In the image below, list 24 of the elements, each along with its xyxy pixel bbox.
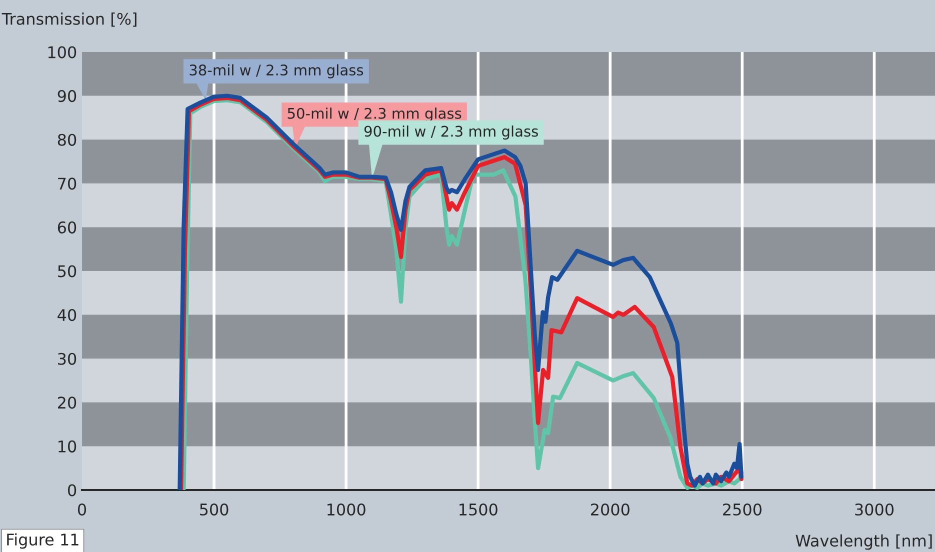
- y-axis-title: Transmission [%]: [2, 12, 136, 27]
- x-tick-label: 1000: [328, 503, 366, 516]
- y-tick-label: 100: [48, 46, 76, 58]
- y-tick-label: 40: [58, 309, 76, 322]
- y-tick-label: 10: [58, 440, 76, 452]
- y-tick-label: 0: [68, 484, 76, 496]
- series-label: 50-mil w / 2.3 mm glass: [288, 108, 462, 122]
- text: 90-mil w / 2.3 mm glass: [364, 125, 538, 140]
- y-tick-label: 60: [58, 221, 76, 234]
- y-tick-label: 20: [58, 396, 76, 409]
- y-tick-label: 70: [58, 178, 76, 190]
- x-tick-label: 2000: [591, 503, 630, 516]
- x-tick-label: 1500: [460, 503, 498, 516]
- x-tick-label: 3000: [855, 503, 894, 516]
- y-tick-label: 90: [58, 90, 76, 102]
- y-tick-label: 30: [58, 352, 76, 365]
- y-tick-label: 50: [58, 265, 76, 278]
- series-label: 38-mil w / 2.3 mm glass: [190, 64, 364, 78]
- caption: Figure 11: [7, 533, 78, 549]
- x-tick-label: 500: [200, 503, 228, 516]
- x-axis-title: Wavelength [nm]: [796, 534, 932, 550]
- y-tick-label: 80: [58, 134, 76, 146]
- x-tick-label: 0: [78, 503, 86, 516]
- x-tick-label: 2500: [723, 503, 762, 516]
